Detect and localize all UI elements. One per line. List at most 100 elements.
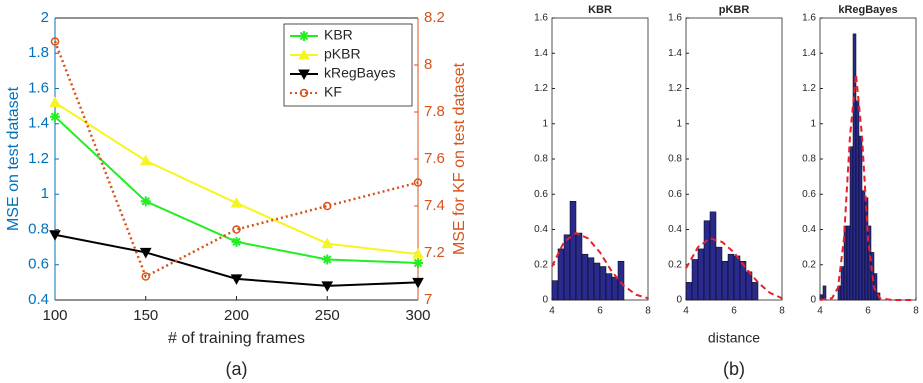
y-tick-label: 0.4 <box>534 224 548 235</box>
y-tick-label: 1.2 <box>668 83 682 94</box>
histogram-bar <box>864 197 869 301</box>
x-axis-label: # of training frames <box>168 330 305 347</box>
histogram-bar <box>852 33 857 301</box>
chart-title: kRegBayes <box>838 4 897 16</box>
legend-marker <box>299 31 309 41</box>
data-point <box>321 237 334 249</box>
y2-axis-label: MSE for KF on test dataset <box>451 62 468 255</box>
histogram-bar <box>822 285 827 301</box>
y2-tick-label: 7.6 <box>424 150 445 167</box>
data-point <box>413 257 423 268</box>
data-point <box>323 201 332 211</box>
data-point <box>230 197 243 208</box>
x-tick-label: 4 <box>549 306 555 317</box>
histogram-bar <box>840 266 845 301</box>
x-tick-label: 150 <box>133 307 158 324</box>
histogram-bar <box>858 135 863 301</box>
y-tick-label: 1.6 <box>802 13 816 24</box>
y-tick-label: 0.2 <box>668 259 682 270</box>
data-point <box>139 247 152 259</box>
y-tick-label: 0.4 <box>802 224 816 235</box>
chart-title: pKBR <box>719 4 750 16</box>
y-tick-label: 0 <box>542 295 548 306</box>
histogram-bar <box>855 100 860 301</box>
data-point <box>413 178 423 187</box>
x-axis-label: distance <box>708 330 760 346</box>
histogram-bar <box>551 280 559 301</box>
x-tick-label: 4 <box>683 306 689 317</box>
data-point <box>412 277 424 289</box>
y-tick-label: 1.2 <box>534 83 548 94</box>
y-tick-label: 1.8 <box>28 44 49 61</box>
x-tick-label: 8 <box>779 306 785 317</box>
data-point <box>50 37 60 46</box>
y-tick-label: 0.6 <box>802 189 816 200</box>
histogram-bar <box>849 146 854 301</box>
histogram-bar <box>611 276 619 301</box>
y-tick-label: 0.8 <box>28 220 49 237</box>
data-point <box>412 248 424 259</box>
y-tick-label: 1.4 <box>28 115 49 132</box>
caption: (b) <box>723 359 745 379</box>
histogram-bar <box>739 260 747 301</box>
y2-tick-label: 7.4 <box>424 197 445 214</box>
histogram-bar <box>569 201 577 301</box>
data-point <box>140 196 151 207</box>
y-tick-label: 1.4 <box>802 48 816 59</box>
y-tick-label: 1.6 <box>534 13 548 24</box>
data-point <box>141 272 150 281</box>
histogram-bar <box>581 253 589 301</box>
histogram-bar <box>605 273 613 301</box>
histogram-bar <box>709 211 717 301</box>
histogram-bar <box>587 257 595 301</box>
y-axis-label: MSE on test dataset <box>5 86 22 231</box>
histogram-bar <box>727 253 735 301</box>
data-point <box>230 274 243 285</box>
y-tick-label: 1.2 <box>802 83 816 94</box>
y-tick-label: 0.6 <box>28 256 49 273</box>
histogram-bar <box>593 262 601 301</box>
data-point <box>232 225 241 234</box>
x-tick-label: 8 <box>645 306 651 317</box>
y-tick-label: 1 <box>810 118 816 129</box>
histogram-bar <box>846 225 851 301</box>
histogram-bar <box>691 259 699 301</box>
y-tick-label: 0.2 <box>534 259 548 270</box>
legend-label: KF <box>324 84 342 100</box>
histogram-bar <box>599 266 607 301</box>
y-tick-label: 0.8 <box>802 154 816 165</box>
data-point <box>231 236 242 247</box>
legend-label: kRegBayes <box>324 65 396 81</box>
x-tick-label: 6 <box>597 306 603 317</box>
y-tick-label: 1.6 <box>668 13 682 24</box>
y-tick-label: 1.2 <box>28 150 49 167</box>
data-point <box>49 230 61 241</box>
y2-tick-label: 8 <box>424 56 432 73</box>
histogram-bar <box>563 234 571 301</box>
histogram-bar <box>703 220 711 301</box>
histogram-bar <box>715 246 723 301</box>
x-tick-label: 4 <box>817 306 823 317</box>
histogram-bar <box>575 232 583 301</box>
legend-marker <box>298 69 310 81</box>
x-tick-label: 100 <box>42 307 67 324</box>
histogram-bar <box>733 255 741 301</box>
x-tick-label: 6 <box>731 306 737 317</box>
y-tick-label: 1.4 <box>668 48 682 59</box>
y2-tick-label: 7.2 <box>424 244 445 261</box>
y2-tick-label: 7 <box>424 291 432 308</box>
y-tick-label: 1.6 <box>28 79 49 96</box>
y-tick-label: 0.4 <box>28 291 49 308</box>
legend-marker <box>298 48 310 60</box>
y-tick-label: 0.4 <box>668 224 682 235</box>
y-tick-label: 0.6 <box>534 189 548 200</box>
data-point <box>139 154 152 166</box>
legend-label: pKBR <box>324 46 361 62</box>
fit-curve <box>819 74 916 301</box>
y-tick-label: 0.6 <box>668 189 682 200</box>
y-tick-label: 1.4 <box>534 48 548 59</box>
data-point <box>50 111 60 122</box>
y-tick-label: 0 <box>676 295 682 306</box>
x-tick-label: 200 <box>224 307 249 324</box>
caption: (a) <box>226 359 248 379</box>
